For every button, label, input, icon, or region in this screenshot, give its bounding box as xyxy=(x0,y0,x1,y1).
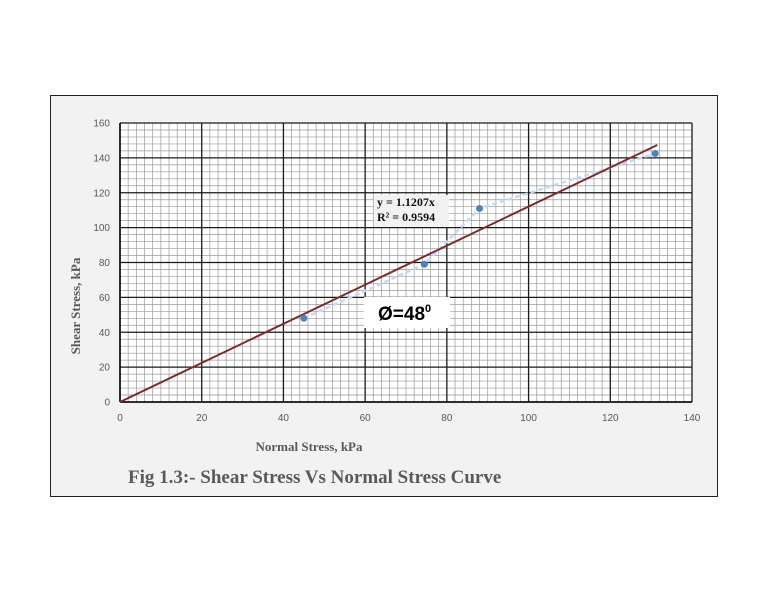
x-tick-label: 80 xyxy=(441,413,453,424)
friction-angle-label: Ø=480 xyxy=(378,303,431,325)
linear-trendline xyxy=(119,144,658,403)
y-tick-label: 20 xyxy=(99,363,111,374)
x-tick-label: 60 xyxy=(360,413,372,424)
y-tick-label: 120 xyxy=(93,188,110,199)
x-tick-label: 120 xyxy=(602,413,619,424)
data-point xyxy=(300,314,308,322)
y-tick-label: 60 xyxy=(99,293,111,304)
x-tick-label: 40 xyxy=(278,413,290,424)
x-tick-label: 100 xyxy=(520,413,537,424)
phi-label-box xyxy=(364,297,450,328)
data-point xyxy=(651,150,659,158)
figure-caption: Fig 1.3:- Shear Stress Vs Normal Stress … xyxy=(128,467,501,488)
chart-figure: 0 20 40 60 80 100 120 140 160 0 20 40 60 80 100 120 140 … xyxy=(50,95,718,497)
y-tick-label: 160 xyxy=(93,119,110,130)
data-point xyxy=(420,260,428,268)
trendline xyxy=(119,144,658,403)
friction-angle-degree: 0 xyxy=(425,303,431,315)
trendline-equation: y = 1.1207x xyxy=(377,195,435,209)
series-connector-line xyxy=(303,152,656,320)
equation-background xyxy=(374,195,449,227)
x-tick-label: 140 xyxy=(684,413,701,424)
axis-ticks: 0 20 40 60 80 100 120 140 160 0 20 40 60 80 100 120 140 xyxy=(93,119,700,425)
y-tick-label: 80 xyxy=(99,258,111,269)
x-axis-label: Normal Stress, kPa xyxy=(255,439,363,454)
r-squared-label: R² = 0.9594 xyxy=(377,210,435,224)
data-point xyxy=(476,204,484,212)
y-tick-label: 140 xyxy=(93,153,110,164)
x-tick-label: 0 xyxy=(117,413,123,424)
y-tick-label: 100 xyxy=(93,223,110,234)
y-tick-label: 0 xyxy=(104,398,110,409)
data-connector xyxy=(303,152,656,320)
data-points xyxy=(300,150,659,322)
friction-angle-value: Ø=48 xyxy=(378,304,425,325)
y-tick-label: 40 xyxy=(99,328,111,339)
y-axis-label: Shear Stress, kPa xyxy=(68,257,83,354)
x-tick-label: 20 xyxy=(196,413,208,424)
